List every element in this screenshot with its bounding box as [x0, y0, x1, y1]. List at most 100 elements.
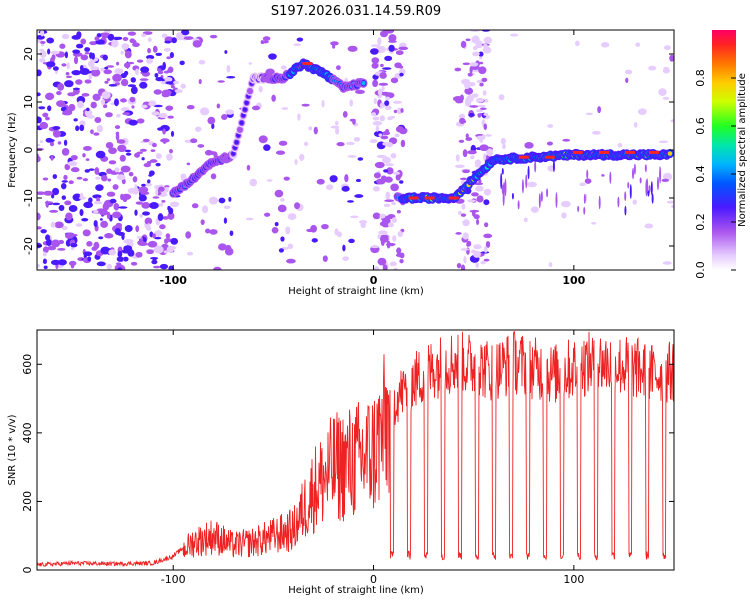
noise-blob	[130, 77, 136, 83]
noise-blob	[372, 79, 379, 88]
noise-blob	[349, 99, 353, 107]
noise-blob	[477, 104, 486, 108]
noise-blob	[479, 82, 484, 87]
noise-blob	[59, 43, 66, 49]
noise-blob	[462, 232, 469, 240]
noise-blob	[163, 250, 168, 254]
noise-blob	[103, 104, 108, 109]
noise-blob	[83, 201, 94, 209]
noise-blob	[95, 184, 104, 192]
noise-blob	[87, 60, 95, 68]
noise-blob	[50, 259, 61, 266]
noise-blob	[159, 202, 164, 207]
noise-blob	[165, 81, 175, 85]
noise-blob	[202, 205, 209, 214]
noise-blob	[81, 217, 89, 222]
noise-blob	[96, 261, 106, 267]
noise-blob	[146, 58, 153, 64]
noise-blob	[354, 194, 364, 199]
noise-blob	[341, 185, 350, 192]
noise-blob	[473, 214, 480, 220]
noise-blob	[166, 153, 173, 161]
colorbar-tick-label: 0.4	[694, 165, 707, 183]
noise-blob	[385, 163, 395, 167]
noise-blob	[344, 174, 349, 183]
noise-blob	[45, 92, 55, 101]
noise-blob	[510, 33, 519, 37]
noise-blob	[42, 251, 47, 257]
noise-blob	[371, 62, 379, 69]
noise-blob	[37, 212, 41, 221]
noise-blob	[486, 148, 494, 157]
noise-blob	[161, 200, 166, 203]
noise-blob	[386, 142, 394, 148]
noise-blob	[114, 98, 119, 107]
noise-blob	[52, 187, 60, 196]
streak-blob	[511, 192, 514, 200]
noise-blob	[138, 186, 149, 194]
noise-blob	[454, 67, 462, 72]
noise-blob	[90, 68, 101, 77]
noise-blob	[293, 43, 301, 46]
noise-blob	[632, 199, 637, 205]
noise-blob	[274, 189, 284, 198]
noise-blob	[104, 66, 109, 70]
noise-blob	[146, 160, 152, 165]
noise-blob	[134, 209, 138, 216]
noise-blob	[303, 141, 309, 147]
noise-blob	[42, 112, 49, 118]
noise-blob	[75, 43, 84, 49]
noise-blob	[114, 125, 121, 130]
noise-blob	[176, 32, 184, 41]
noise-blob	[155, 188, 159, 197]
noise-blob	[45, 239, 52, 247]
streak-blob	[627, 181, 630, 189]
noise-blob	[483, 98, 489, 103]
noise-blob	[352, 119, 356, 125]
noise-blob	[70, 242, 78, 248]
noise-blob	[459, 177, 468, 181]
streak-blob	[650, 181, 653, 196]
noise-blob	[170, 237, 179, 245]
noise-blob	[469, 62, 479, 67]
noise-blob	[86, 115, 95, 119]
noise-blob	[80, 54, 89, 61]
noise-blob	[369, 139, 378, 144]
noise-blob	[63, 139, 68, 146]
noise-blob	[370, 44, 380, 47]
x-tick-label: 100	[562, 274, 585, 287]
noise-blob	[597, 106, 601, 114]
snr-series-line	[37, 331, 674, 568]
noise-blob	[185, 231, 192, 239]
noise-blob	[260, 40, 265, 45]
y-tick-label: 600	[21, 354, 34, 375]
noise-blob	[52, 202, 61, 206]
noise-blob	[37, 191, 46, 195]
noise-blob	[483, 258, 490, 262]
streak-blob	[632, 167, 635, 180]
noise-blob	[280, 236, 285, 242]
noise-blob	[485, 241, 491, 248]
noise-blob	[198, 78, 202, 85]
noise-blob	[93, 220, 98, 227]
noise-blob	[374, 161, 385, 169]
noise-blob	[127, 187, 136, 194]
noise-blob	[102, 202, 110, 211]
streak-blob	[583, 193, 586, 205]
snr-ticks: -100 0 100 0 200 400 600	[21, 330, 674, 586]
noise-blob	[85, 158, 90, 161]
noise-blob	[546, 141, 553, 146]
colorbar-tick-label: 0.6	[694, 117, 707, 135]
noise-blob	[483, 123, 488, 130]
noise-blob	[105, 141, 114, 149]
noise-blob	[382, 142, 389, 146]
noise-blob	[95, 176, 101, 180]
noise-blob	[64, 51, 69, 59]
noise-blob	[116, 113, 121, 118]
noise-blob	[372, 116, 380, 121]
noise-blob	[162, 216, 169, 220]
streak-blob	[644, 164, 647, 173]
signal-peak	[448, 196, 459, 200]
noise-blob	[394, 133, 400, 138]
noise-blob	[400, 139, 406, 148]
